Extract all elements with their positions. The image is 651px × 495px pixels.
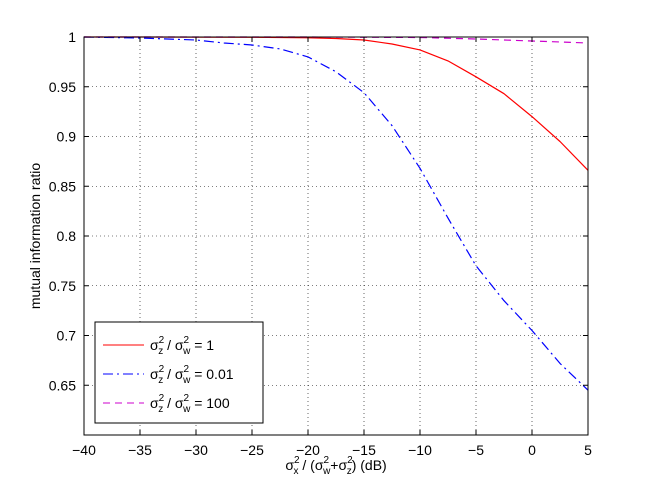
x-tick-label: −40 [72,442,96,458]
x-tick-label: −10 [408,442,432,458]
legend-box [94,321,264,424]
y-axis-label: mutual information ratio [27,163,43,310]
x-tick-label: 5 [584,442,592,458]
legend-label-series-2: σ2 z / σ2 w = 0.01 [150,364,234,386]
x-tick-label: −25 [240,442,264,458]
y-tick-label: 0.8 [57,228,77,244]
y-tick-label: 0.9 [57,129,77,145]
x-tick-label: −15 [352,442,376,458]
y-tick-label: 0.7 [57,328,77,344]
y-tick-label: 0.85 [49,178,76,194]
x-tick-label: −5 [468,442,484,458]
y-tick-label: 1 [68,29,76,45]
legend-label-series-3: σ2 z / σ2 w = 100 [150,393,230,415]
y-tick-label: 0.75 [49,278,76,294]
legend-label-series-1: σ2 z / σ2 w = 1 [150,335,214,357]
x-tick-label: −35 [128,442,152,458]
x-tick-label: −30 [184,442,208,458]
y-tick-label: 0.65 [49,377,76,393]
legend-item-series-2: σ2 z / σ2 w = 0.01 [103,364,234,386]
legend-item-series-3: σ2 z / σ2 w = 100 [103,393,230,415]
y-tick-label: 0.95 [49,79,76,95]
x-tick-label: 0 [528,442,536,458]
legend-item-series-1: σ2 z / σ2 w = 1 [103,335,214,357]
axes: −40 −35 −30 −25 −20 −15 −10 −5 0 5 0.65 0.7 0.75 0.8 0… [49,29,592,458]
x-axis-label: σ2 x / (σ2 w+σ2 z) (dB) [285,455,386,477]
x-tick-label: −20 [296,442,320,458]
legend: σ2 z / σ2 w = 1 σ2 z / σ2 w = 0.01 σ2 z / σ2 w… [94,321,264,424]
